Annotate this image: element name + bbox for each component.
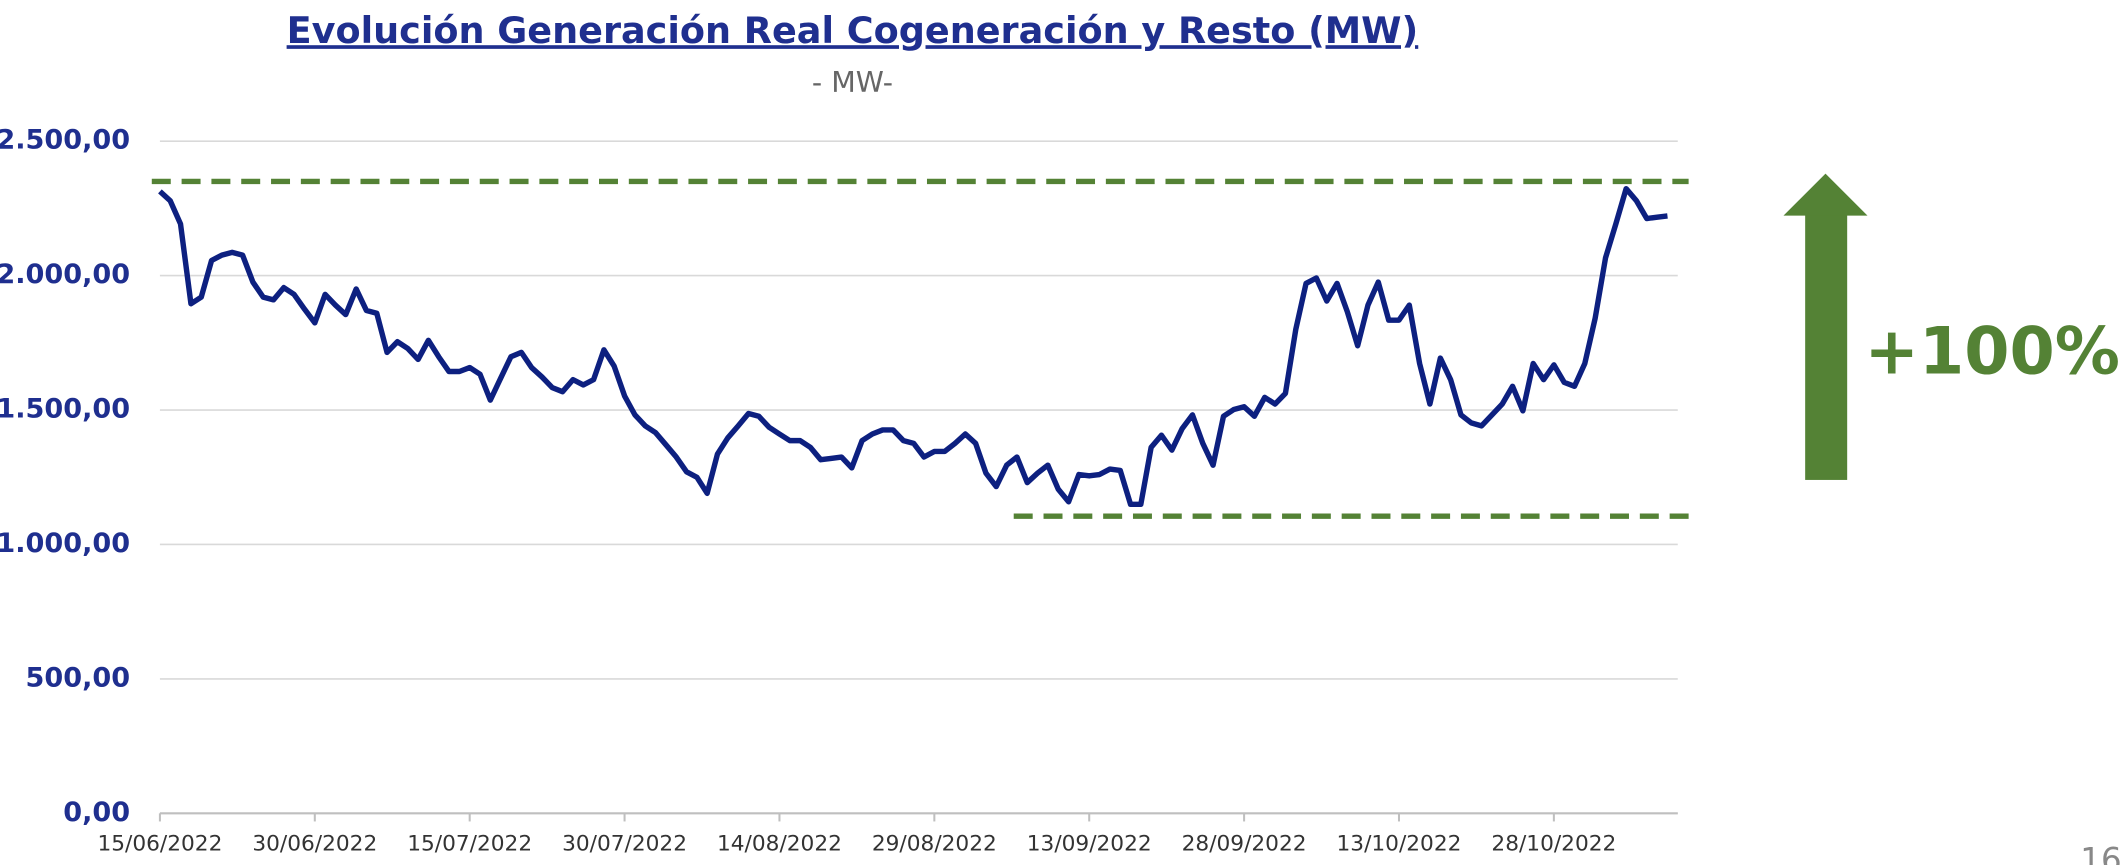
data-line [158, 185, 1668, 508]
annotation: +100% [1864, 314, 2119, 389]
arrow-shaft [1805, 212, 1848, 480]
x-tick-label: 28/10/2022 [1491, 831, 1616, 856]
x-tick-label: 30/06/2022 [252, 831, 377, 856]
y-tick-label: 500,00 [26, 662, 131, 693]
y-tick-label: 1.000,00 [0, 528, 130, 559]
chart-title: Evolución Generación Real Cogeneración y… [287, 9, 1419, 52]
y-tick-label: 2.500,00 [0, 125, 130, 156]
y-tick-label: 0,00 [63, 797, 130, 828]
x-tick-label: 13/09/2022 [1027, 831, 1152, 856]
x-tick-label: 28/09/2022 [1182, 831, 1307, 856]
x-tick-label: 29/08/2022 [872, 831, 997, 856]
y-tick-label: 2.000,00 [0, 259, 130, 290]
chart-subtitle: - MW- [812, 66, 893, 99]
page-number: 16 [2080, 841, 2121, 865]
x-tick-label: 15/07/2022 [407, 831, 532, 856]
x-tick-label: 15/06/2022 [97, 831, 222, 856]
y-tick-label: 1.500,00 [0, 394, 130, 425]
x-tick-label: 14/08/2022 [717, 831, 842, 856]
arrow-head [1783, 173, 1868, 216]
x-tick-label: 13/10/2022 [1337, 831, 1462, 856]
x-tick-label: 30/07/2022 [562, 831, 687, 856]
